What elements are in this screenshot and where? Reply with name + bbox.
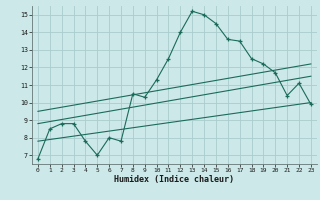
X-axis label: Humidex (Indice chaleur): Humidex (Indice chaleur)	[115, 175, 234, 184]
